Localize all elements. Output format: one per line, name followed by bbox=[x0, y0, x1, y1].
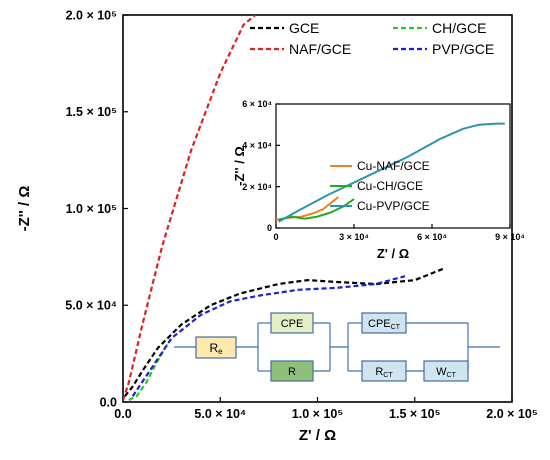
inset-legend-label-0: Cu-NAF/GCE bbox=[357, 159, 430, 173]
circuit-cpe-box bbox=[270, 312, 314, 334]
inset-x-axis-label: Z' / Ω bbox=[377, 246, 409, 261]
main-y-tick-label: 2.0 × 10⁵ bbox=[66, 8, 118, 22]
circuit-r-label: R bbox=[288, 366, 296, 378]
circuit-cpect-box bbox=[361, 312, 407, 334]
main-legend-label-0: GCE bbox=[289, 20, 319, 36]
inset-series-line-2 bbox=[278, 122, 505, 223]
main-y-tick-label: 1.0 × 10⁵ bbox=[66, 202, 118, 216]
main-series-line-1 bbox=[128, 343, 169, 402]
main-y-tick-label: 0.0 bbox=[100, 395, 117, 409]
inset-x-tick-label: 6 × 10⁴ bbox=[417, 232, 447, 242]
main-x-tick-label: 1.0 × 10⁵ bbox=[292, 407, 344, 421]
inset-y-axis-label: -Z'' / Ω bbox=[232, 146, 247, 186]
circuit-wct-box bbox=[423, 360, 469, 382]
inset-y-tick-label: 0 bbox=[267, 223, 272, 233]
circuit-rct-box bbox=[361, 360, 407, 382]
main-x-tick-label: 0.0 bbox=[114, 407, 131, 421]
main-x-tick-label: 5.0 × 10⁴ bbox=[194, 407, 246, 421]
main-series-line-2 bbox=[123, 15, 257, 401]
main-legend-label-1: CH/GCE bbox=[432, 20, 486, 36]
inset-y-tick-label: 4 × 10⁴ bbox=[242, 140, 272, 150]
equivalent-circuit: Re CPE R CPECT RCT WCT bbox=[174, 312, 500, 382]
circuit-r-box bbox=[270, 360, 314, 382]
circuit-wct-label: WCT bbox=[436, 366, 456, 379]
inset-x-tick-label: 0 bbox=[273, 232, 278, 242]
inset-x-tick-label: 9 × 10⁴ bbox=[495, 232, 525, 242]
circuit-cpect-label: CPECT bbox=[368, 318, 401, 331]
main-x-axis-label: Z' / Ω bbox=[299, 427, 336, 444]
inset-legend-label-2: Cu-PVP/GCE bbox=[357, 199, 430, 213]
circuit-re-label: Re bbox=[209, 341, 223, 356]
circuit-wires bbox=[174, 322, 500, 372]
main-x-tick-label: 1.5 × 10⁵ bbox=[389, 407, 441, 421]
inset-x-tick-label: 3 × 10⁴ bbox=[339, 232, 369, 242]
main-legend-label-2: NAF/GCE bbox=[289, 41, 351, 57]
inset-plot-frame bbox=[275, 103, 511, 229]
main-y-tick-label: 5.0 × 10⁴ bbox=[65, 299, 117, 313]
inset-y-tick-label: 2 × 10⁴ bbox=[242, 182, 272, 192]
inset-chart: 0 3 × 10⁴ 6 × 10⁴ 9 × 10⁴ 0 2 × 10⁴ 4 × 10⁴ 6 ×… bbox=[232, 99, 525, 261]
circuit-re-box bbox=[195, 336, 237, 359]
main-y-axis-label: -Z'' / Ω bbox=[16, 186, 33, 232]
main-x-tick-label: 2.0 × 10⁵ bbox=[486, 407, 538, 421]
inset-legend-label-1: Cu-CH/GCE bbox=[357, 179, 423, 193]
main-y-tick-label: 1.5 × 10⁵ bbox=[66, 105, 118, 119]
main-chart: 0.0 5.0 × 10⁴ 1.0 × 10⁵ 1.5 × 10⁵ 2.0 × 10⁵ 0… bbox=[16, 8, 538, 444]
circuit-rct-label: RCT bbox=[375, 366, 393, 379]
main-series-line-3 bbox=[131, 275, 406, 397]
inset-y-tick-label: 6 × 10⁴ bbox=[242, 99, 272, 109]
main-legend-label-3: PVP/GCE bbox=[432, 41, 494, 57]
circuit-cpe-label: CPE bbox=[281, 318, 304, 330]
